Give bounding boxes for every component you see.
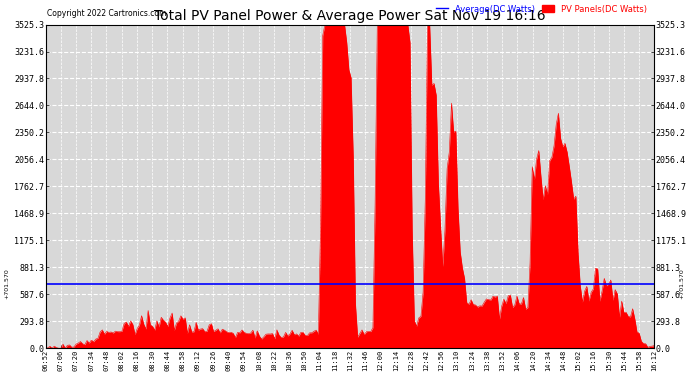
Title: Total PV Panel Power & Average Power Sat Nov 19 16:16: Total PV Panel Power & Average Power Sat… [154,9,546,23]
Text: +701.570: +701.570 [680,268,684,299]
Text: Copyright 2022 Cartronics.com: Copyright 2022 Cartronics.com [47,9,166,18]
Text: +701.570: +701.570 [4,268,9,299]
Legend: Average(DC Watts), PV Panels(DC Watts): Average(DC Watts), PV Panels(DC Watts) [433,1,650,17]
